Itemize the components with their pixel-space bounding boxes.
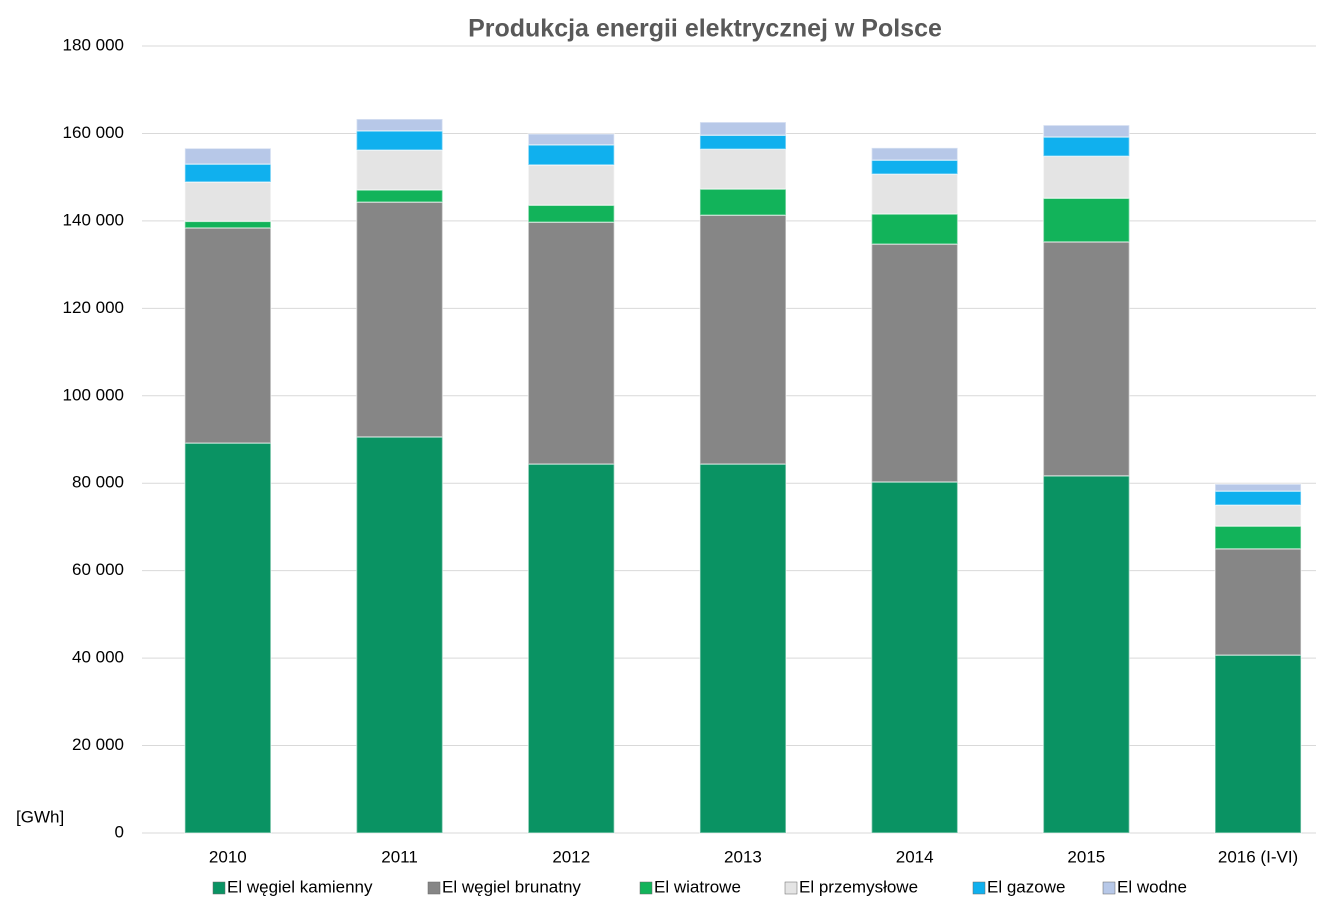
bar-segment [355,130,444,151]
y-tick-label: 140 000 [63,210,124,229]
x-tick-label: 2012 [552,847,590,866]
x-tick-label: 2010 [209,847,247,866]
y-tick-label: 160 000 [63,123,124,142]
legend-label: El gazowe [987,877,1065,896]
x-tick-label: 2011 [381,847,418,866]
bar-segment [870,243,959,483]
bar-segment [699,188,787,216]
bar-segment [1042,241,1131,477]
bar-segment [1042,475,1131,834]
y-tick-label: 20 000 [72,735,124,754]
y-tick-label: 60 000 [72,560,124,579]
y-axis-label: [GWh] [16,807,64,826]
chart-title: Produkcja energii elektrycznej w Polsce [468,15,942,43]
bar-segment [527,133,615,146]
bar-segment [870,213,959,245]
bar-segment [870,159,959,175]
bar-segment [1042,124,1131,138]
x-tick-label: 2014 [896,847,934,866]
bar-segment [1214,654,1302,834]
bar-segment [699,134,787,150]
y-tick-label: 0 [115,822,124,841]
bar-segment [1214,525,1302,550]
bar-segment [699,463,787,834]
bar-segment [355,189,444,203]
bar-segment [527,221,615,465]
bar-segment [527,164,615,206]
bar-segment [184,442,272,834]
bar-segment [1042,136,1131,157]
bar-segment [870,147,959,161]
y-tick-label: 80 000 [72,473,124,492]
legend-swatch [427,881,441,895]
bar-segment [184,220,272,229]
bar-segment [355,436,444,834]
bar-segment [699,214,787,465]
legend-swatch [784,881,798,895]
legend-label: El węgiel brunatny [442,877,581,896]
bar-segment [870,481,959,834]
bar-segment [1214,483,1302,492]
x-tick-label: 2016 (I-VI) [1218,847,1298,866]
legend-swatch [972,881,986,895]
legend-swatch [212,881,226,895]
bar-segment [184,147,272,165]
bar-segment [184,181,272,223]
bar-segment [355,118,444,132]
bar-segment [527,144,615,166]
y-tick-label: 100 000 [63,385,124,404]
legend-swatch [639,881,653,895]
y-tick-label: 180 000 [63,35,124,54]
bar-segment [1042,155,1131,199]
bar-segment [1214,504,1302,527]
bar-segment [699,148,787,190]
legend-label: El węgiel kamienny [227,877,373,896]
x-tick-label: 2013 [724,847,762,866]
bar-segment [699,121,787,136]
bar-segment [355,149,444,191]
legend-label: El wiatrowe [654,877,741,896]
y-tick-label: 40 000 [72,648,124,667]
bar-segment [184,163,272,183]
bar-segment [1214,548,1302,656]
bar-segment [1214,490,1302,506]
legend-swatch [1102,881,1116,895]
legend-label: El wodne [1117,877,1187,896]
bar-segment [870,173,959,215]
bar-segment [527,204,615,223]
bar-segment [527,463,615,834]
bar-segment [355,201,444,438]
x-tick-label: 2015 [1067,847,1105,866]
y-tick-label: 120 000 [63,298,124,317]
bar-segment [184,227,272,444]
legend-label: El przemysłowe [799,877,918,896]
bar-segment [1042,197,1131,243]
